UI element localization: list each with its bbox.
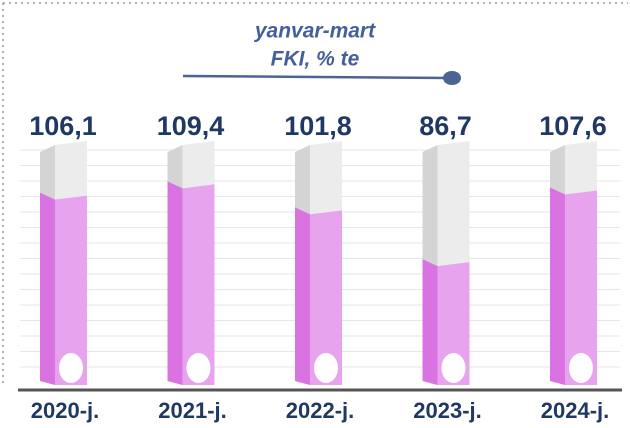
frame	[2, 2, 628, 385]
bar	[565, 190, 597, 385]
x-tick-label: 2024-j.	[541, 398, 610, 423]
chart-subtitle: FKI, % te	[271, 48, 360, 71]
x-tick-label: 2022-j.	[286, 398, 355, 423]
value-label: 106,1	[29, 111, 97, 141]
column	[295, 141, 342, 385]
bar-side	[295, 207, 310, 385]
x-tick-label: 2020-j.	[31, 398, 100, 423]
value-label: 109,4	[157, 111, 225, 141]
value-label: 101,8	[284, 111, 352, 141]
column-base-highlight	[569, 353, 593, 383]
x-tick-label: 2023-j.	[413, 398, 482, 423]
legend-line	[182, 74, 451, 80]
chart-title: yanvar-mart	[254, 20, 376, 43]
value-label: 107,6	[539, 111, 607, 141]
bar	[437, 262, 470, 385]
column-base-highlight	[186, 353, 211, 383]
legend-dot	[443, 71, 461, 85]
column-base-highlight	[314, 353, 338, 383]
bar	[310, 210, 342, 385]
x-tick-label: 2021-j.	[158, 398, 227, 423]
column-base-highlight	[441, 353, 466, 383]
column	[550, 141, 597, 385]
column	[167, 141, 215, 385]
bar	[55, 195, 87, 385]
bar-side	[422, 259, 438, 385]
value-label: 86,7	[419, 111, 472, 141]
column-base-highlight	[59, 353, 83, 383]
bar-side	[550, 187, 565, 385]
bar-side	[167, 181, 183, 385]
bar-side	[40, 192, 55, 385]
bar	[182, 184, 215, 385]
column	[422, 141, 470, 385]
column	[40, 141, 87, 385]
